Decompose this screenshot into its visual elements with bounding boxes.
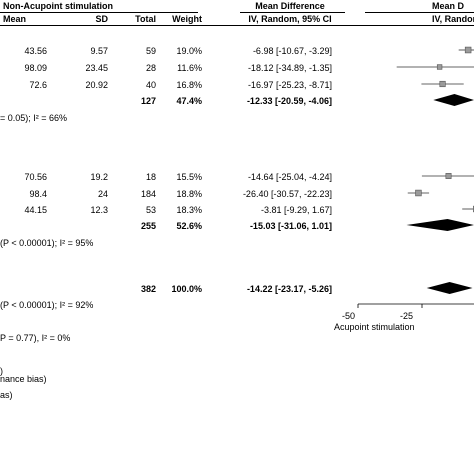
cell-sd: 19.2 bbox=[90, 172, 108, 182]
subtotal-total: 255 bbox=[140, 221, 156, 231]
study-point bbox=[415, 189, 422, 197]
heterogeneity-text: = 0.05); I² = 66% bbox=[0, 113, 68, 123]
col-weight: Weight bbox=[172, 14, 202, 24]
cell-mean: 98.4 bbox=[29, 189, 47, 199]
cell-total: 18 bbox=[145, 172, 156, 182]
subtotal-weight: 47.4% bbox=[176, 96, 202, 106]
subtotal-total: 127 bbox=[140, 96, 156, 106]
col-total: Total bbox=[135, 14, 156, 24]
subtotal-diamond bbox=[433, 94, 474, 106]
cell-total: 40 bbox=[145, 80, 156, 90]
col-md-ci-right: IV, Random bbox=[432, 14, 474, 24]
subtotal-weight: 52.6% bbox=[176, 221, 202, 231]
axis-tick-label: -50 bbox=[342, 311, 356, 321]
study-point bbox=[464, 46, 472, 54]
subtotal-diamond bbox=[406, 219, 474, 231]
subtotal-md: -12.33 [-20.59, -4.06] bbox=[246, 96, 332, 106]
md-title: Mean Difference bbox=[255, 1, 325, 11]
cell-weight: 18.3% bbox=[176, 205, 202, 215]
cell-mean: 44.15 bbox=[24, 205, 47, 215]
cell-total: 59 bbox=[145, 46, 156, 56]
cell-total: 184 bbox=[140, 189, 156, 199]
cell-sd: 24 bbox=[97, 189, 108, 199]
header-rule-left bbox=[0, 12, 198, 13]
cell-sd: 23.45 bbox=[85, 63, 108, 73]
cell-md: -3.81 [-9.29, 1.67] bbox=[260, 205, 332, 215]
heterogeneity-text: (P < 0.00001); I² = 95% bbox=[0, 238, 94, 248]
cell-md: -14.64 [-25.04, -4.24] bbox=[247, 172, 332, 182]
study-point bbox=[445, 173, 452, 179]
group-title: Non-Acupoint stimulation bbox=[3, 1, 113, 11]
col-mean: Mean bbox=[3, 14, 27, 24]
cell-sd: 20.92 bbox=[85, 80, 108, 90]
footnote-3: as) bbox=[0, 390, 13, 400]
col-md-ci: IV, Random, 95% CI bbox=[248, 14, 332, 24]
cell-weight: 18.8% bbox=[176, 189, 202, 199]
cell-mean: 98.09 bbox=[24, 63, 47, 73]
header-rule-mid bbox=[240, 12, 345, 13]
footnote-1: ) bbox=[0, 366, 3, 376]
cell-md: -6.98 [-10.67, -3.29] bbox=[252, 46, 332, 56]
cell-mean: 72.6 bbox=[29, 80, 47, 90]
cell-weight: 19.0% bbox=[176, 46, 202, 56]
cell-total: 53 bbox=[145, 205, 156, 215]
footnote-2: nance bias) bbox=[0, 374, 47, 384]
cell-md: -18.12 [-34.89, -1.35] bbox=[247, 63, 332, 73]
cell-md: -26.40 [-30.57, -22.23] bbox=[242, 189, 332, 199]
overall-diamond bbox=[426, 282, 473, 294]
axis-label: Acupoint stimulation bbox=[334, 322, 415, 332]
cell-mean: 43.56 bbox=[24, 46, 47, 56]
study-point bbox=[439, 80, 446, 88]
subtotal-md: -15.03 [-31.06, 1.01] bbox=[249, 221, 332, 231]
cell-weight: 15.5% bbox=[176, 172, 202, 182]
overall-md: -14.22 [-23.17, -5.26] bbox=[246, 284, 332, 294]
cell-mean: 70.56 bbox=[24, 172, 47, 182]
cell-sd: 12.3 bbox=[90, 205, 108, 215]
cell-md: -16.97 [-25.23, -8.71] bbox=[247, 80, 332, 90]
col-sd: SD bbox=[95, 14, 108, 24]
study-point bbox=[436, 64, 443, 70]
cell-weight: 11.6% bbox=[177, 63, 202, 73]
header-rule-bottom bbox=[0, 25, 474, 26]
cell-total: 28 bbox=[145, 63, 156, 73]
overall-heterogeneity: (P < 0.00001); I² = 92% bbox=[0, 300, 94, 310]
header-rule-right bbox=[365, 12, 474, 13]
cell-weight: 16.8% bbox=[176, 80, 202, 90]
md-title-right: Mean D bbox=[432, 1, 465, 11]
cell-sd: 9.57 bbox=[90, 46, 108, 56]
axis-tick-label: -25 bbox=[400, 311, 414, 321]
overall-total: 382 bbox=[140, 284, 156, 294]
overall-weight: 100.0% bbox=[171, 284, 202, 294]
subgroup-test: P = 0.77), I² = 0% bbox=[0, 333, 71, 343]
